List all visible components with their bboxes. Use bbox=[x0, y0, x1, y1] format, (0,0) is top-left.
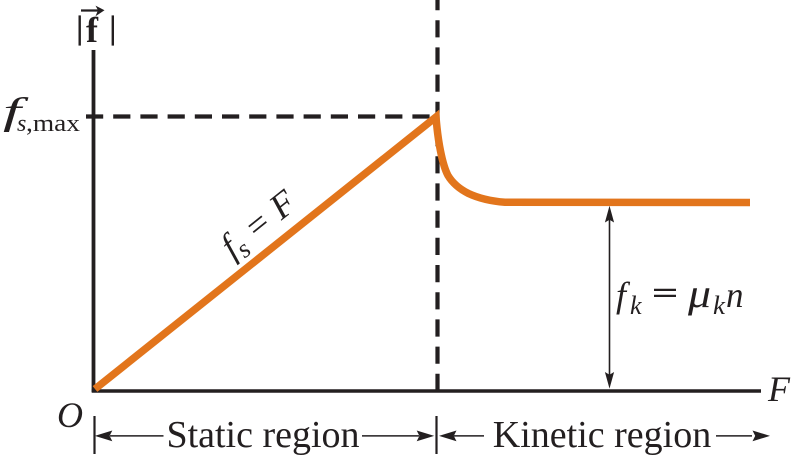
svg-text:Kinetic region: Kinetic region bbox=[493, 414, 711, 456]
svg-text:μ: μ bbox=[687, 271, 711, 316]
svg-text:s: s bbox=[17, 111, 26, 137]
svg-text:F: F bbox=[767, 369, 791, 409]
svg-text:k: k bbox=[630, 291, 642, 320]
svg-text:O: O bbox=[57, 395, 83, 435]
svg-text:f: f bbox=[86, 10, 99, 50]
svg-text:n: n bbox=[726, 275, 744, 315]
svg-text:f: f bbox=[616, 275, 631, 315]
svg-text:,max: ,max bbox=[26, 111, 80, 137]
svg-text:k: k bbox=[713, 291, 725, 320]
svg-text:Static region: Static region bbox=[166, 414, 359, 456]
